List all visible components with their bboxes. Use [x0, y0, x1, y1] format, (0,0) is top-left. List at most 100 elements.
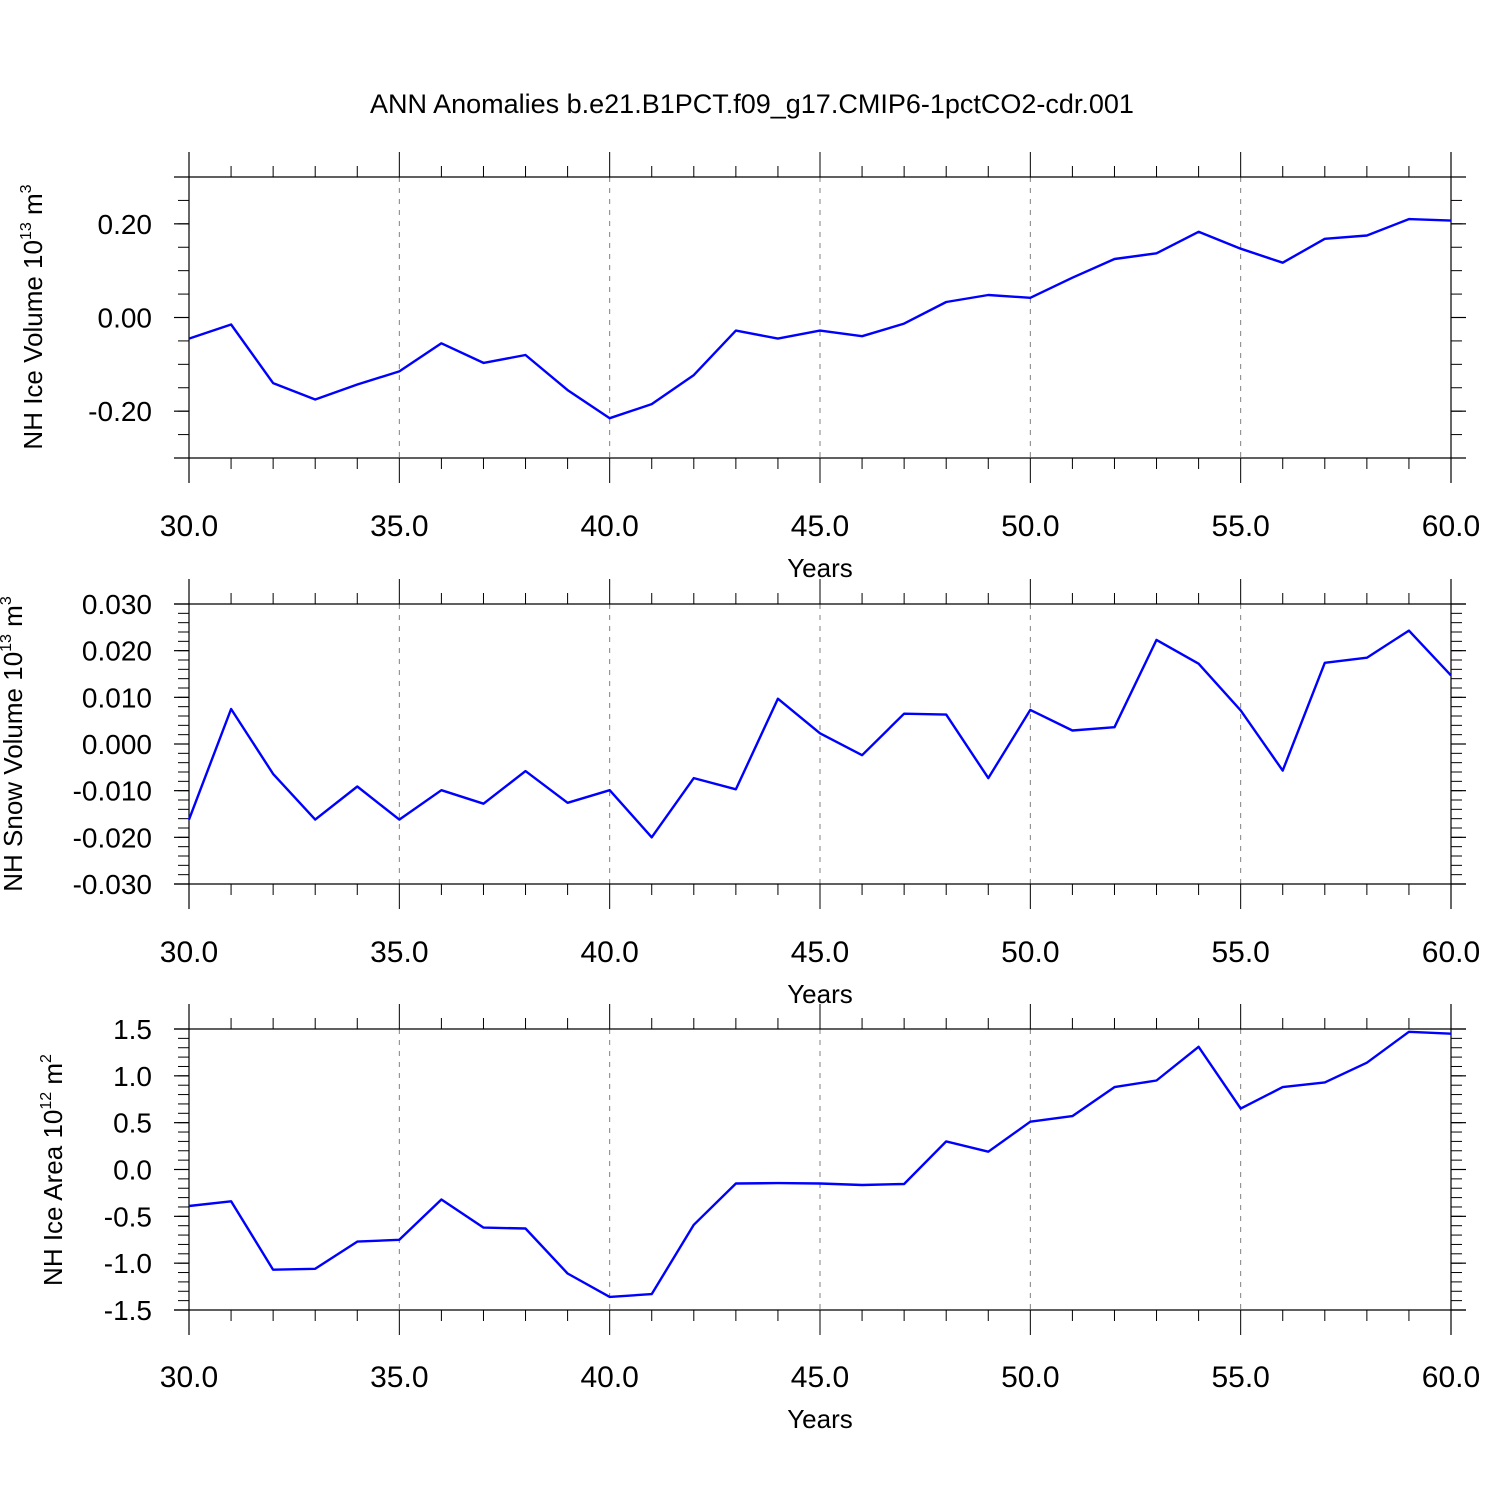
data-point	[398, 1239, 400, 1241]
x-axis-label: Years	[787, 1404, 853, 1434]
data-point	[987, 1151, 989, 1153]
data-point	[945, 301, 947, 303]
data-point	[861, 754, 863, 756]
x-tick-label: 40.0	[580, 1361, 638, 1394]
series-line	[188, 1030, 1452, 1299]
x-tick-label: 50.0	[1001, 936, 1059, 969]
data-point	[1197, 663, 1199, 665]
x-tick-label: 55.0	[1211, 1361, 1269, 1394]
data-point	[1155, 252, 1157, 254]
x-tick-label: 30.0	[160, 936, 218, 969]
chart-panel-3: 1.5 1.0 0.5 0.0 -0.5 -1.0 -1.5 30.0 35.0 40.0 45.0…	[38, 1004, 1480, 1434]
data-point	[987, 777, 989, 779]
x-axis-label: Years	[787, 553, 853, 583]
data-point	[566, 389, 568, 391]
x-tick-label: 40.0	[580, 936, 638, 969]
data-point	[1029, 297, 1031, 299]
data-point	[272, 382, 274, 384]
y-tick-label: 1.0	[113, 1061, 152, 1092]
y-tick-label: 0.020	[82, 636, 152, 667]
x-tick-label: 35.0	[370, 936, 428, 969]
data-point	[1239, 247, 1241, 249]
data-point	[608, 789, 610, 791]
x-tick-label: 45.0	[791, 936, 849, 969]
data-point	[524, 354, 526, 356]
data-point	[356, 1240, 358, 1242]
x-tick-label: 40.0	[580, 510, 638, 543]
data-point	[777, 1182, 779, 1184]
y-tick-label: 0.0	[113, 1155, 152, 1186]
data-point	[1155, 1079, 1157, 1081]
data-point	[482, 362, 484, 364]
y-axis-label: NH Ice Area 1012 m2	[38, 1054, 68, 1286]
data-point	[777, 698, 779, 700]
y-tick-label: -0.020	[73, 822, 152, 853]
data-point	[188, 1205, 190, 1207]
data-point	[1408, 218, 1410, 220]
data-point	[524, 1227, 526, 1229]
data-point	[1324, 1081, 1326, 1083]
data-point	[608, 1296, 610, 1298]
x-tick-label: 30.0	[160, 510, 218, 543]
data-point	[230, 323, 232, 325]
y-tick-label: 0.010	[82, 682, 152, 713]
data-point	[735, 788, 737, 790]
data-point	[314, 1268, 316, 1270]
chart-panel-1: 0.20 0.00 -0.20 30.0 35.0 40.0 45.0 50.0 55.0 60.…	[18, 152, 1480, 583]
data-point	[1408, 629, 1410, 631]
data-point	[693, 374, 695, 376]
chart-title: ANN Anomalies b.e21.B1PCT.f09_g17.CMIP6-…	[370, 89, 1134, 119]
data-point	[861, 335, 863, 337]
data-point	[945, 1140, 947, 1142]
data-point	[1029, 1121, 1031, 1123]
data-point	[1155, 639, 1157, 641]
data-point	[1366, 656, 1368, 658]
data-point	[440, 789, 442, 791]
data-point	[819, 732, 821, 734]
data-point	[1071, 1115, 1073, 1117]
data-point	[608, 417, 610, 419]
data-point	[651, 1293, 653, 1295]
chart-panel-2: 0.030 0.020 0.010 0.000 -0.010 -0.020 -0.030 30…	[0, 579, 1480, 1009]
series-line	[188, 217, 1452, 420]
x-tick-label: 50.0	[1001, 1361, 1059, 1394]
data-point	[1113, 726, 1115, 728]
data-point	[230, 1200, 232, 1202]
y-tick-label: -0.5	[104, 1201, 152, 1232]
data-point	[1408, 1031, 1410, 1033]
data-point	[777, 337, 779, 339]
data-point	[987, 294, 989, 296]
y-tick-label: -0.010	[73, 776, 152, 807]
data-point	[272, 1269, 274, 1271]
data-point	[314, 398, 316, 400]
data-point	[440, 1198, 442, 1200]
x-tick-label: 60.0	[1422, 1361, 1480, 1394]
data-point	[188, 818, 190, 820]
data-point	[1324, 238, 1326, 240]
x-tick-label: 30.0	[160, 1361, 218, 1394]
y-tick-label: 0.20	[98, 209, 153, 240]
x-tick-label: 35.0	[370, 1361, 428, 1394]
x-tick-label: 60.0	[1422, 510, 1480, 543]
x-tick-label: 55.0	[1211, 936, 1269, 969]
data-point	[230, 708, 232, 710]
data-point	[482, 803, 484, 805]
y-tick-label: 0.5	[113, 1108, 152, 1139]
data-point	[566, 802, 568, 804]
x-tick-label: 60.0	[1422, 936, 1480, 969]
data-point	[1450, 674, 1452, 676]
data-point	[1029, 709, 1031, 711]
data-point	[524, 770, 526, 772]
data-point	[356, 785, 358, 787]
y-axis-label: NH Snow Volume 1013 m3	[0, 596, 28, 892]
y-tick-label: 0.00	[98, 303, 153, 334]
data-point	[1450, 1032, 1452, 1034]
data-point	[903, 712, 905, 714]
x-tick-label: 45.0	[791, 510, 849, 543]
data-point	[819, 1182, 821, 1184]
data-point	[945, 713, 947, 715]
data-point	[314, 818, 316, 820]
data-point	[398, 370, 400, 372]
data-point	[1197, 1046, 1199, 1048]
